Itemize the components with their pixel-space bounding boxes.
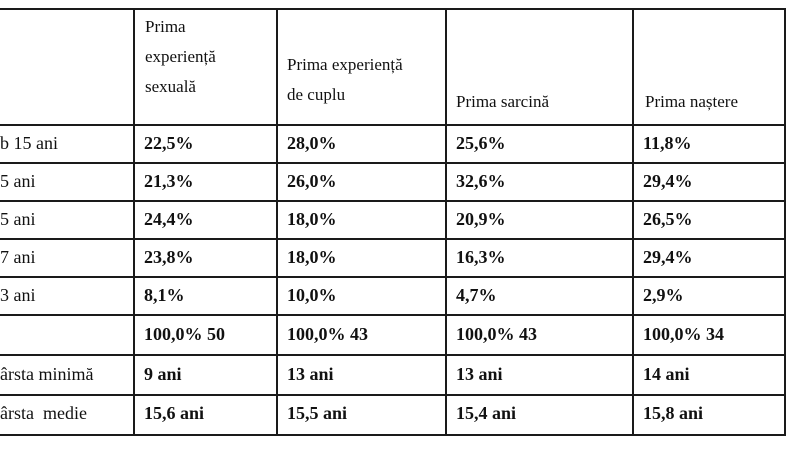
table-cell: 28,0% bbox=[287, 133, 337, 153]
table-cell: 2,9% bbox=[643, 285, 684, 305]
table-cell: 15,4 ani bbox=[456, 403, 517, 423]
table-cell: 22,5% bbox=[144, 133, 194, 153]
column-header-line: de cuplu bbox=[287, 85, 346, 104]
table-header-divider bbox=[0, 124, 786, 126]
row-label: ârsta minimă bbox=[0, 364, 94, 384]
table-cell: 8,1% bbox=[144, 285, 185, 305]
table-cell: 26,5% bbox=[643, 209, 693, 229]
table-row-divider bbox=[0, 314, 786, 316]
table-cell: 18,0% bbox=[287, 247, 337, 267]
table-column-divider bbox=[133, 8, 135, 436]
table-column-divider bbox=[445, 8, 447, 436]
column-header-line: Prima bbox=[145, 17, 186, 36]
table-row-divider bbox=[0, 394, 786, 396]
table-row-divider bbox=[0, 238, 786, 240]
column-header-line: experiență bbox=[145, 47, 216, 66]
table-cell: 13 ani bbox=[287, 364, 334, 384]
row-label: 7 ani bbox=[0, 247, 36, 267]
column-header-line: Prima experiență bbox=[287, 55, 403, 74]
row-label: 3 ani bbox=[0, 285, 36, 305]
table-cell: 18,0% bbox=[287, 209, 337, 229]
table-cell: 14 ani bbox=[643, 364, 690, 384]
table-cell: 21,3% bbox=[144, 171, 194, 191]
table-row-divider bbox=[0, 200, 786, 202]
table-cell: 29,4% bbox=[643, 247, 693, 267]
table-column-divider bbox=[276, 8, 278, 436]
table-cell: 29,4% bbox=[643, 171, 693, 191]
table-column-divider bbox=[632, 8, 634, 436]
table-row-divider bbox=[0, 276, 786, 278]
table-border-top bbox=[0, 8, 786, 10]
column-header-line: sexuală bbox=[145, 77, 196, 96]
table-cell: 20,9% bbox=[456, 209, 506, 229]
table-cell: 15,5 ani bbox=[287, 403, 348, 423]
table-row-divider bbox=[0, 162, 786, 164]
table-cell: 11,8% bbox=[643, 133, 692, 153]
table-cell: 15,6 ani bbox=[144, 403, 205, 423]
table-cell: 15,8 ani bbox=[643, 403, 704, 423]
table-cell: 24,4% bbox=[144, 209, 194, 229]
table-cell: 10,0% bbox=[287, 285, 337, 305]
table-cell: 16,3% bbox=[456, 247, 506, 267]
table-cell: 23,8% bbox=[144, 247, 194, 267]
table-cell: 25,6% bbox=[456, 133, 506, 153]
column-header-prima-experienta-sexuala: Prima experiență sexuală bbox=[145, 12, 216, 102]
column-header-line: Prima naștere bbox=[645, 92, 738, 111]
row-label: b 15 ani bbox=[0, 133, 58, 153]
column-header-line: Prima sarcină bbox=[456, 92, 549, 111]
table-cell-total: 100,0% 34 bbox=[643, 324, 724, 344]
table-cell: 26,0% bbox=[287, 171, 337, 191]
row-label: 5 ani bbox=[0, 209, 36, 229]
column-header-prima-nastere: Prima naștere bbox=[645, 87, 738, 117]
column-header-prima-sarcina: Prima sarcină bbox=[456, 87, 549, 117]
table-cell-total: 100,0% 50 bbox=[144, 324, 225, 344]
table-cell-total: 100,0% 43 bbox=[456, 324, 537, 344]
table-cell: 9 ani bbox=[144, 364, 182, 384]
table-row-divider bbox=[0, 354, 786, 356]
row-label: 5 ani bbox=[0, 171, 36, 191]
table-cell: 13 ani bbox=[456, 364, 503, 384]
column-header-prima-experienta-de-cuplu: Prima experiență de cuplu bbox=[287, 50, 403, 110]
row-label: ârsta medie bbox=[0, 403, 87, 423]
table-border-right bbox=[784, 8, 786, 436]
table-cell-total: 100,0% 43 bbox=[287, 324, 368, 344]
table-cell: 32,6% bbox=[456, 171, 506, 191]
table-border-bottom bbox=[0, 434, 786, 436]
table-cell: 4,7% bbox=[456, 285, 497, 305]
